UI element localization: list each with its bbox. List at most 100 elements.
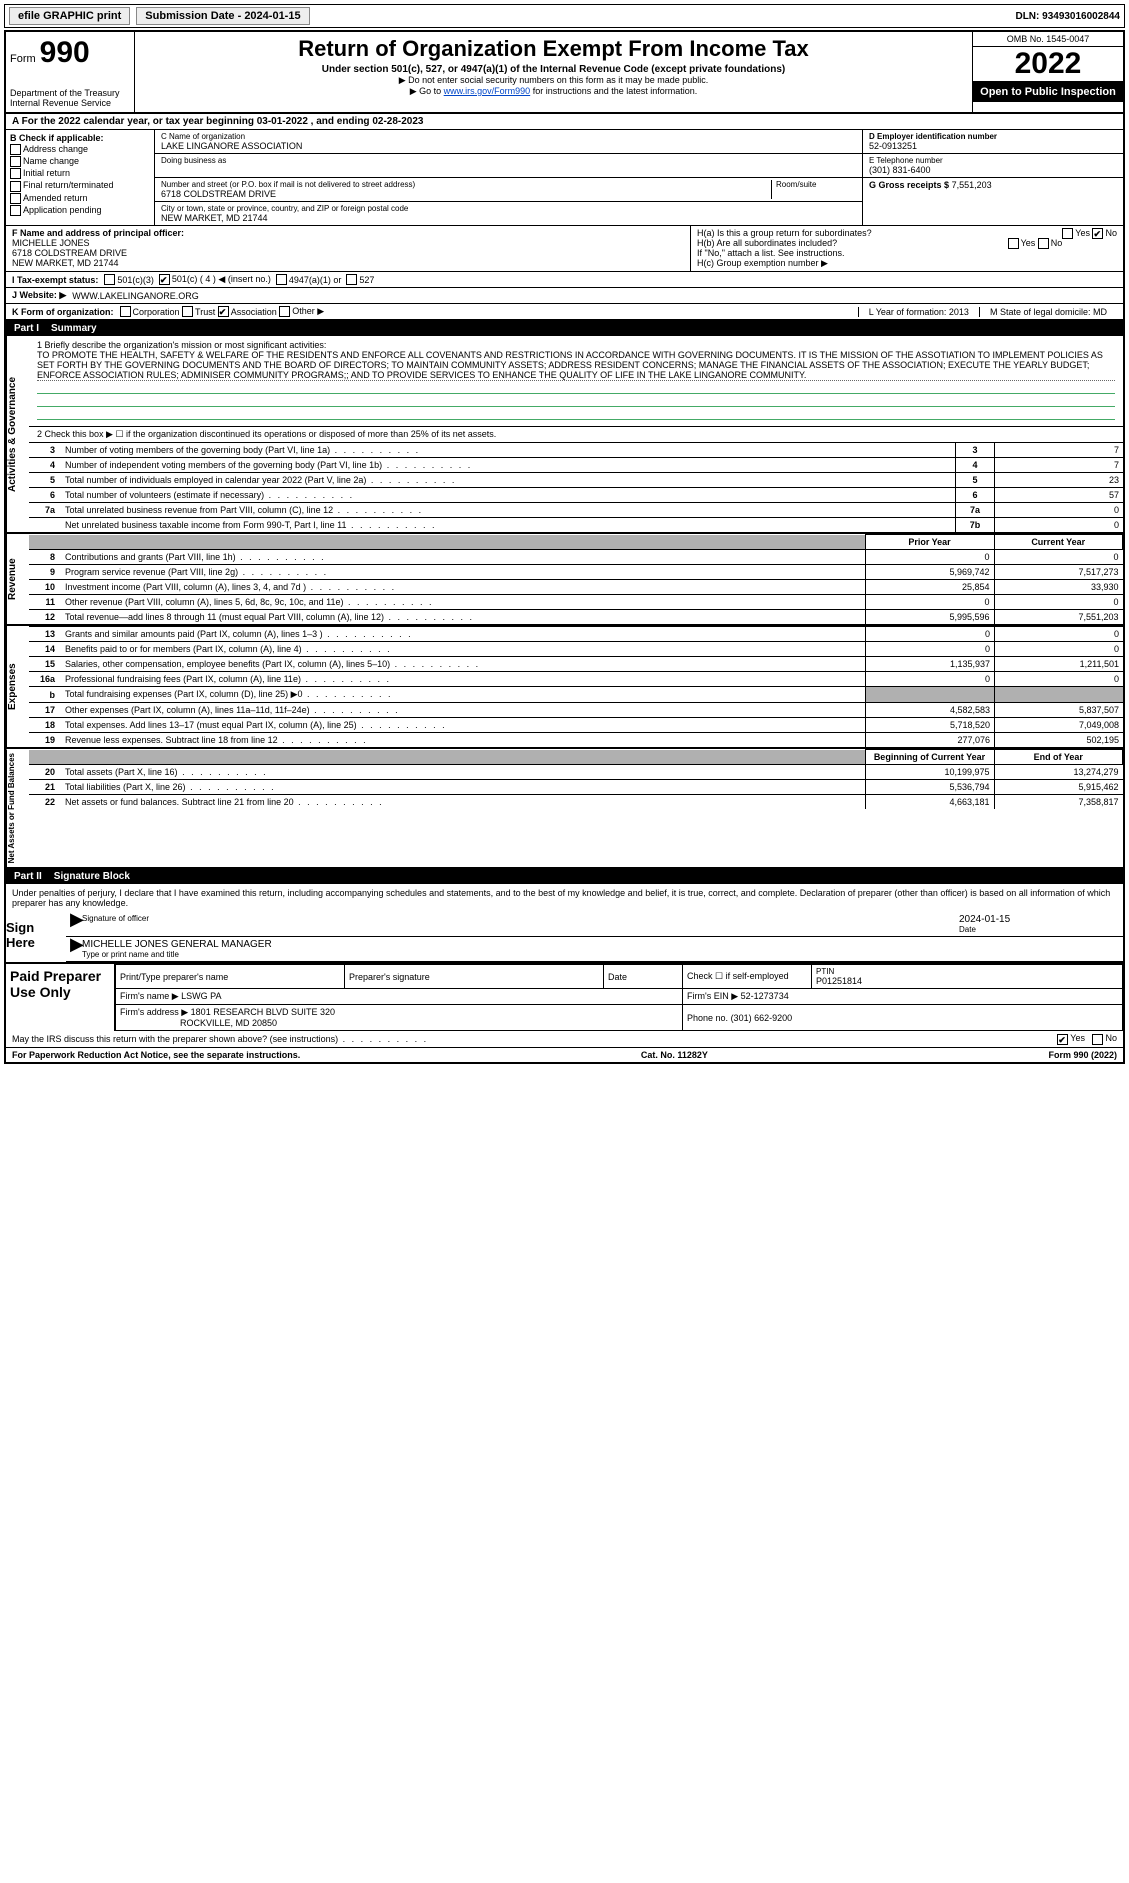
- expenses-table: 13Grants and similar amounts paid (Part …: [29, 626, 1123, 747]
- check-pending[interactable]: Application pending: [10, 205, 150, 216]
- ein: 52-0913251: [869, 141, 1117, 151]
- org-name: LAKE LINGANORE ASSOCIATION: [161, 141, 856, 151]
- line-2: 2 Check this box ▶ ☐ if the organization…: [29, 427, 1123, 442]
- mission-text: TO PROMOTE THE HEALTH, SAFETY & WELFARE …: [37, 350, 1115, 381]
- sign-date: 2024-01-15: [959, 914, 1119, 925]
- col-c: C Name of organization LAKE LINGANORE AS…: [155, 130, 862, 225]
- tax-year: 2022: [973, 47, 1123, 82]
- side-activities: Activities & Governance: [6, 336, 29, 532]
- governance-table: 3Number of voting members of the governi…: [29, 442, 1123, 532]
- part-i-header: Part I Summary: [6, 321, 1123, 336]
- check-amended[interactable]: Amended return: [10, 193, 150, 204]
- expenses-section: Expenses 13Grants and similar amounts pa…: [6, 626, 1123, 749]
- side-revenue: Revenue: [6, 534, 29, 624]
- revenue-section: Revenue Prior Year Current Year 8Contrib…: [6, 534, 1123, 626]
- check-initial[interactable]: Initial return: [10, 168, 150, 179]
- revenue-table: Prior Year Current Year 8Contributions a…: [29, 534, 1123, 624]
- check-4947[interactable]: [276, 274, 287, 285]
- irs-link[interactable]: www.irs.gov/Form990: [444, 86, 531, 96]
- arrow-icon: ▶: [70, 914, 82, 934]
- form-title: Return of Organization Exempt From Incom…: [143, 36, 964, 62]
- signature-declaration: Under penalties of perjury, I declare th…: [6, 884, 1123, 912]
- paid-preparer-block: Paid Preparer Use Only Print/Type prepar…: [6, 962, 1123, 1031]
- footer: For Paperwork Reduction Act Notice, see …: [6, 1047, 1123, 1062]
- check-527[interactable]: [346, 274, 357, 285]
- subtitle-2: ▶ Do not enter social security numbers o…: [143, 75, 964, 86]
- state-domicile: M State of legal domicile: MD: [979, 307, 1117, 317]
- current-year-hdr: Current Year: [994, 535, 1123, 550]
- year-formation: L Year of formation: 2013: [858, 307, 979, 317]
- officer-name: MICHELLE JONES: [12, 238, 684, 248]
- box-f: F Name and address of principal officer:…: [6, 226, 690, 271]
- header-center: Return of Organization Exempt From Incom…: [135, 32, 972, 112]
- check-501c3[interactable]: [104, 274, 115, 285]
- row-klm: K Form of organization: Corporation Trus…: [6, 304, 1123, 321]
- form-word: Form: [10, 53, 36, 65]
- gross-row: G Gross receipts $ 7,551,203: [863, 178, 1123, 192]
- check-b-header: B Check if applicable:: [10, 133, 150, 143]
- ptin: P01251814: [816, 976, 1118, 986]
- street: 6718 COLDSTREAM DRIVE: [161, 189, 771, 199]
- check-name[interactable]: Name change: [10, 156, 150, 167]
- discuss-row: May the IRS discuss this return with the…: [6, 1031, 1123, 1046]
- topbar: efile GRAPHIC print Submission Date - 20…: [4, 4, 1125, 28]
- omb-number: OMB No. 1545-0047: [973, 32, 1123, 47]
- sign-here-block: Sign Here ▶ Signature of officer 2024-01…: [6, 912, 1123, 962]
- col-b: B Check if applicable: Address change Na…: [6, 130, 155, 225]
- city-row: City or town, state or province, country…: [155, 202, 862, 225]
- mission-block: 1 Briefly describe the organization's mi…: [29, 336, 1123, 427]
- subtitle-3: ▶ Go to www.irs.gov/Form990 for instruct…: [143, 86, 964, 97]
- prior-year-hdr: Prior Year: [865, 535, 994, 550]
- firm-addr1: 1801 RESEARCH BLVD SUITE 320: [191, 1007, 335, 1017]
- dba-row: Doing business as: [155, 154, 862, 178]
- footer-left: For Paperwork Reduction Act Notice, see …: [12, 1050, 300, 1060]
- netassets-section: Net Assets or Fund Balances Beginning of…: [6, 749, 1123, 869]
- row-fh: F Name and address of principal officer:…: [6, 226, 1123, 272]
- period-line: A For the 2022 calendar year, or tax yea…: [6, 114, 1123, 130]
- row-j: J Website: ▶ WWW.LAKELINGANORE.ORG: [6, 288, 1123, 304]
- website: WWW.LAKELINGANORE.ORG: [72, 291, 199, 301]
- ein-row: D Employer identification number 52-0913…: [863, 130, 1123, 154]
- footer-right: Form 990 (2022): [1048, 1050, 1117, 1060]
- dept-label: Department of the Treasury: [10, 88, 130, 98]
- paid-preparer-label: Paid Preparer Use Only: [6, 964, 115, 1031]
- header-right: OMB No. 1545-0047 2022 Open to Public In…: [972, 32, 1123, 112]
- box-h: H(a) Is this a group return for subordin…: [690, 226, 1123, 271]
- sign-here-label: Sign Here: [6, 912, 66, 962]
- officer-print-name: MICHELLE JONES GENERAL MANAGER: [82, 939, 1119, 950]
- arrow-icon: ▶: [70, 939, 82, 959]
- discuss-yes[interactable]: ✔: [1057, 1034, 1068, 1045]
- activities-governance: Activities & Governance 1 Briefly descri…: [6, 336, 1123, 534]
- efile-badge: efile GRAPHIC print: [9, 7, 130, 25]
- side-netassets: Net Assets or Fund Balances: [6, 749, 29, 867]
- submission-badge: Submission Date - 2024-01-15: [136, 7, 309, 25]
- tel-row: E Telephone number (301) 831-6400: [863, 154, 1123, 178]
- block-abcd: B Check if applicable: Address change Na…: [6, 130, 1123, 226]
- footer-mid: Cat. No. 11282Y: [641, 1050, 708, 1060]
- firm-addr2: ROCKVILLE, MD 20850: [180, 1018, 277, 1028]
- end-year-hdr: End of Year: [994, 750, 1123, 765]
- subtitle-1: Under section 501(c), 527, or 4947(a)(1)…: [143, 64, 964, 75]
- form-container: Form 990 Department of the Treasury Inte…: [4, 30, 1125, 1064]
- dln-label: DLN: 93493016002844: [1015, 11, 1120, 22]
- check-501c[interactable]: ✔: [159, 274, 170, 285]
- netassets-table: Beginning of Current Year End of Year 20…: [29, 749, 1123, 809]
- firm-ein: 52-1273734: [741, 991, 789, 1001]
- check-final[interactable]: Final return/terminated: [10, 180, 150, 191]
- irs-label: Internal Revenue Service: [10, 98, 130, 108]
- org-name-row: C Name of organization LAKE LINGANORE AS…: [155, 130, 862, 154]
- discuss-no[interactable]: [1092, 1034, 1103, 1045]
- street-row: Number and street (or P.O. box if mail i…: [155, 178, 862, 202]
- firm-name: LSWG PA: [181, 991, 221, 1001]
- form-number: 990: [40, 36, 90, 70]
- part-ii-header: Part II Signature Block: [6, 869, 1123, 884]
- begin-year-hdr: Beginning of Current Year: [865, 750, 994, 765]
- city: NEW MARKET, MD 21744: [161, 213, 856, 223]
- row-i: I Tax-exempt status: 501(c)(3) ✔501(c) (…: [6, 272, 1123, 288]
- firm-phone: (301) 662-9200: [731, 1013, 793, 1023]
- open-inspection: Open to Public Inspection: [973, 82, 1123, 102]
- gross-receipts: 7,551,203: [952, 180, 992, 190]
- check-address[interactable]: Address change: [10, 144, 150, 155]
- telephone: (301) 831-6400: [869, 165, 1117, 175]
- header-row: Form 990 Department of the Treasury Inte…: [6, 32, 1123, 114]
